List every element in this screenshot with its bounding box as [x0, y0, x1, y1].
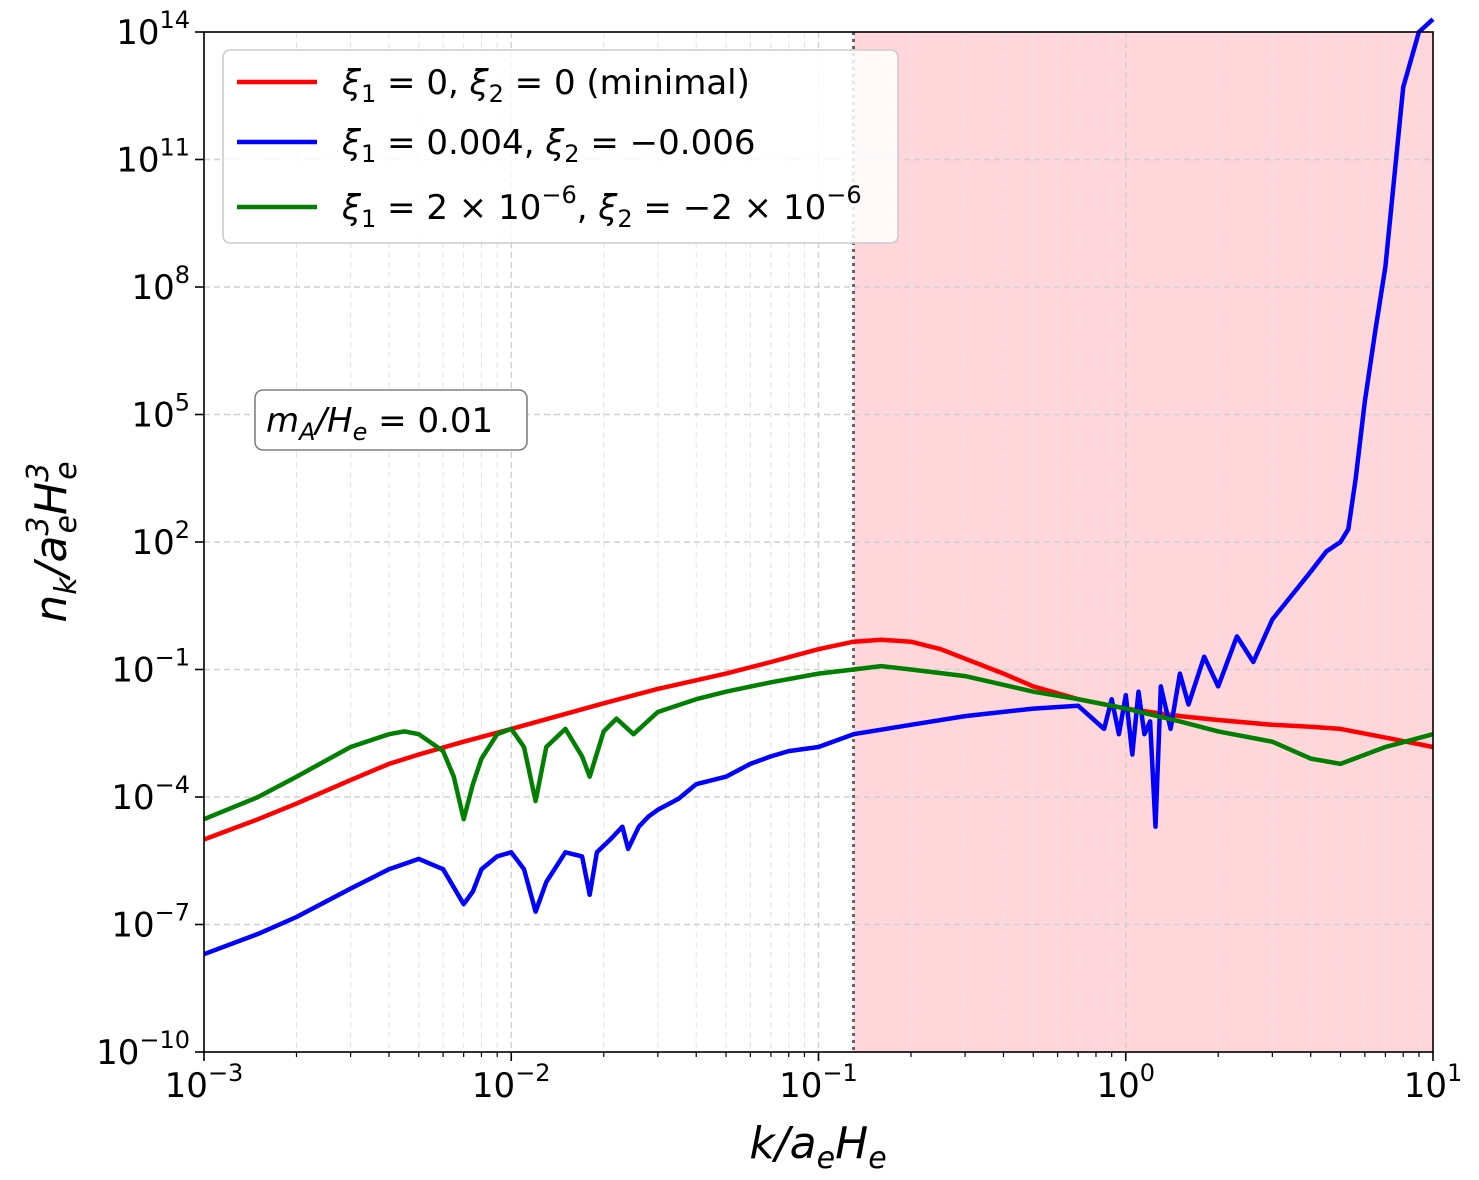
x-axis-label-a-sub: e [817, 1141, 835, 1176]
legend-label-green-xi2-sub: 2 [617, 205, 632, 233]
y-tick-label: 1014 [116, 6, 190, 53]
y-axis-label-h-sub: e [49, 461, 84, 479]
series-line-blue [203, 17, 1435, 957]
legend-label-green-xi1: ξ [341, 188, 362, 228]
legend-label-blue: ξ1 = 0.004, ξ2 = −0.006 [341, 123, 756, 168]
y-tick-label: 10−1 [111, 644, 190, 691]
annotation-m-sub: A [297, 418, 315, 446]
legend-label-minimal-xi1: ξ [341, 63, 362, 103]
y-tick-label: 1011 [116, 134, 190, 181]
legend-label-minimal-xi2: ξ [469, 63, 490, 103]
x-tick-label: 100 [1096, 1059, 1155, 1106]
series-line-green [203, 663, 1434, 822]
legend-label-minimal-xi1-sub: 1 [361, 80, 376, 108]
legend-label-blue-part1: = 0.004, [376, 123, 545, 163]
x-axis-label-h: H [835, 1118, 868, 1169]
series-line-minimal [203, 637, 1434, 842]
y-tick-label: 108 [131, 261, 190, 308]
y-axis-label: nk/a3eH3e [21, 461, 84, 622]
y-axis-label-n-sub: k [49, 576, 84, 595]
annotation-box: mA/He = 0.01 [254, 389, 528, 451]
y-axis-label-n: n [26, 595, 77, 623]
annotation-text: mA/He = 0.01 [266, 401, 493, 446]
y-axis-label-a-sup: 3 [21, 516, 56, 535]
legend-label-green-xi2: ξ [597, 188, 618, 228]
y-tick-label: 105 [131, 389, 190, 436]
x-axis-label-h-sub: e [868, 1141, 886, 1176]
legend: ξ1 = 0, ξ2 = 0 (minimal) ξ1 = 0.004, ξ2 … [222, 49, 899, 244]
tick-layer: 10−3 10−2 10−1 100 101 10−10 10−7 10−4 10−1 102 10… [96, 6, 1462, 1106]
legend-label-minimal-part1: = 0, [376, 63, 469, 103]
legend-label-green-exp2: −6 [826, 181, 861, 209]
annotation-value: = 0.01 [367, 401, 493, 441]
legend-label-minimal-xi2-sub: 2 [489, 80, 504, 108]
legend-frame [222, 49, 899, 244]
annotation-h-sub: e [353, 418, 368, 446]
y-axis-label-a-sub: e [49, 515, 84, 533]
annotation-slash: / [313, 401, 331, 441]
x-axis-label-k: k/ [749, 1118, 793, 1169]
legend-label-blue-xi1-sub: 1 [361, 140, 376, 168]
legend-label-blue-part2: = −0.006 [580, 123, 756, 163]
legend-label-green-xi1-sub: 1 [361, 205, 376, 233]
legend-label-minimal-part2: = 0 (minimal) [504, 63, 750, 103]
annotation-frame [254, 389, 528, 451]
legend-label-blue-xi2: ξ [544, 123, 565, 163]
x-tick-label: 101 [1404, 1059, 1463, 1106]
x-tick-label: 10−3 [165, 1059, 244, 1106]
annotation-m: m [266, 401, 299, 441]
y-axis-label-a: a [26, 536, 77, 563]
series-layer [203, 17, 1435, 957]
y-tick-label: 102 [131, 516, 190, 563]
legend-label-blue-xi1: ξ [341, 123, 362, 163]
legend-label-green-exp1: −6 [541, 181, 576, 209]
legend-label-green-part1: = 2 × 10 [376, 188, 541, 228]
annotation-h: H [327, 401, 353, 441]
legend-label-green: ξ1 = 2 × 10−6, ξ2 = −2 × 10−6 [341, 181, 862, 233]
y-tick-label: 10−7 [111, 899, 190, 946]
legend-label-green-sep: , [577, 188, 599, 228]
x-tick-label: 10−1 [779, 1059, 858, 1106]
legend-label-minimal: ξ1 = 0, ξ2 = 0 (minimal) [341, 63, 750, 108]
y-axis-label-h-sup: 3 [21, 463, 56, 482]
y-tick-label: 10−4 [111, 771, 190, 818]
y-axis-label-slash: / [26, 558, 77, 581]
legend-label-blue-xi2-sub: 2 [564, 140, 579, 168]
x-tick-label: 10−2 [472, 1059, 551, 1106]
x-axis-label-a: a [790, 1118, 817, 1169]
y-axis-label-h: H [26, 482, 77, 515]
x-axis-label: k/aeHe [749, 1118, 886, 1176]
legend-label-green-part2: = −2 × 10 [633, 188, 827, 228]
y-tick-label: 10−10 [96, 1026, 190, 1073]
